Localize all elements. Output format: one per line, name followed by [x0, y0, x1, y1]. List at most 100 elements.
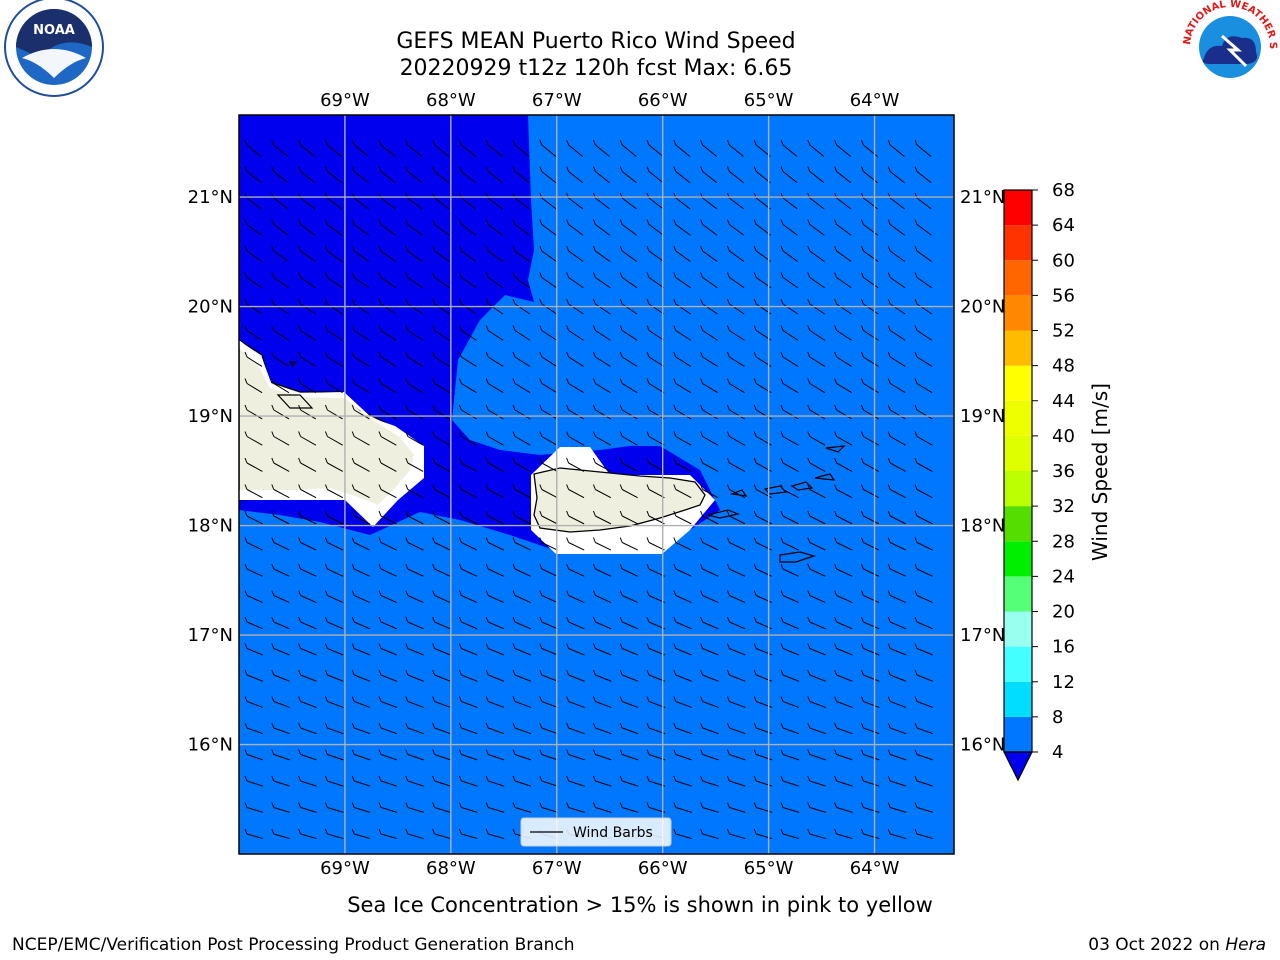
wind-barb — [271, 457, 290, 472]
wind-barb — [512, 219, 530, 236]
colorbar-tick-label: 56 — [1052, 285, 1075, 306]
wind-barb — [834, 298, 852, 315]
wind-barb — [378, 669, 398, 682]
wind-barb — [458, 537, 478, 551]
wind-barb — [324, 590, 344, 604]
wind-barb — [914, 722, 934, 735]
wind-barb — [244, 616, 263, 630]
wind-barb — [244, 139, 262, 157]
wind-barb — [860, 484, 880, 499]
wind-barb — [351, 219, 369, 236]
wind-barbs-layer — [244, 139, 934, 840]
wind-barb — [324, 404, 343, 420]
wind-barb — [432, 537, 451, 551]
wind-barb — [834, 245, 852, 262]
wind-barb — [351, 537, 371, 551]
wind-barb — [753, 643, 773, 656]
lon-tick-bottom: 66°W — [638, 858, 688, 879]
wind-barb — [271, 802, 290, 813]
wind-barb — [700, 722, 719, 735]
wind-barb — [619, 722, 639, 735]
wind-barb — [512, 298, 531, 315]
wind-barb — [324, 457, 344, 472]
wind-barb — [780, 431, 799, 446]
wind-barb — [405, 139, 423, 157]
wind-barb — [485, 166, 503, 184]
wind-barb — [673, 616, 692, 630]
wind-barb — [753, 828, 773, 840]
wind-barb — [807, 139, 825, 157]
wind-barb — [244, 749, 264, 761]
wind-barb — [485, 722, 505, 735]
wind-barb — [726, 404, 745, 420]
wind-barb — [271, 563, 290, 577]
lon-tick-top: 66°W — [638, 90, 688, 111]
wind-barb — [860, 351, 879, 367]
wind-barb — [566, 325, 584, 341]
wind-barb — [914, 802, 934, 813]
wind-barb — [298, 802, 317, 813]
wind-barb — [539, 325, 558, 341]
lat-tick-right: 20°N — [960, 297, 1005, 318]
colorbar-tick-label: 20 — [1052, 602, 1075, 623]
footer-branch: NCEP/EMC/Verification Post Processing Pr… — [12, 935, 575, 955]
wind-barb — [351, 378, 370, 394]
wind-barb — [619, 802, 639, 813]
colorbar-extend-min — [1003, 751, 1033, 782]
wind-barb — [405, 749, 424, 761]
wind-barb — [324, 431, 343, 446]
wind-barb — [700, 563, 719, 577]
wind-barb — [458, 563, 478, 577]
wind-barb — [351, 431, 370, 446]
wind-barb — [566, 351, 584, 367]
wind-barb — [700, 749, 719, 761]
colorbar-tick-label: 16 — [1052, 637, 1075, 658]
wind-barb — [726, 563, 746, 577]
wind-barb — [324, 378, 343, 394]
wind-barb — [351, 272, 370, 289]
wind-barb — [566, 431, 585, 446]
wind-barb — [324, 775, 344, 787]
map-plot-area — [239, 115, 954, 854]
wind-barb — [566, 643, 585, 656]
wind-barb — [539, 590, 558, 604]
wind-barb — [298, 325, 316, 341]
lat-tick-right: 17°N — [960, 625, 1005, 646]
wind-barb — [807, 484, 826, 499]
wind-barb — [780, 696, 800, 708]
wind-barb — [834, 616, 853, 630]
wind-barb — [619, 749, 639, 761]
wind-barb — [405, 669, 424, 682]
wind-barb — [646, 404, 665, 420]
colorbar-tick-label: 48 — [1052, 356, 1075, 377]
wind-barb — [539, 431, 558, 446]
wind-barb — [887, 749, 907, 761]
wind-barb — [726, 166, 744, 184]
wind-barb — [834, 749, 853, 761]
wind-barb — [887, 378, 906, 394]
wind-barb — [512, 537, 531, 551]
wind-barb — [298, 166, 316, 184]
wind-barb — [458, 457, 478, 472]
wind-barb — [700, 298, 718, 315]
wind-barb — [566, 722, 585, 735]
wind-barb — [700, 351, 718, 367]
wind-barb — [700, 696, 719, 708]
wind-barb — [512, 245, 530, 262]
wind-barb — [807, 510, 826, 525]
wind-barb — [351, 749, 371, 761]
wind-barb — [780, 828, 800, 840]
wind-barb — [834, 696, 853, 708]
wind-barb — [539, 404, 558, 420]
wind-barb — [592, 351, 611, 367]
wind-barb — [432, 219, 450, 236]
wind-barb — [860, 378, 879, 394]
wind-barb — [485, 139, 503, 157]
wind-barb — [914, 563, 933, 577]
wind-barb — [324, 325, 343, 341]
colorbar-tick-label: 60 — [1052, 250, 1075, 271]
wind-barb — [860, 431, 879, 446]
wind-barb — [405, 404, 424, 420]
wind-barb — [458, 166, 476, 184]
wind-barb — [485, 696, 505, 708]
